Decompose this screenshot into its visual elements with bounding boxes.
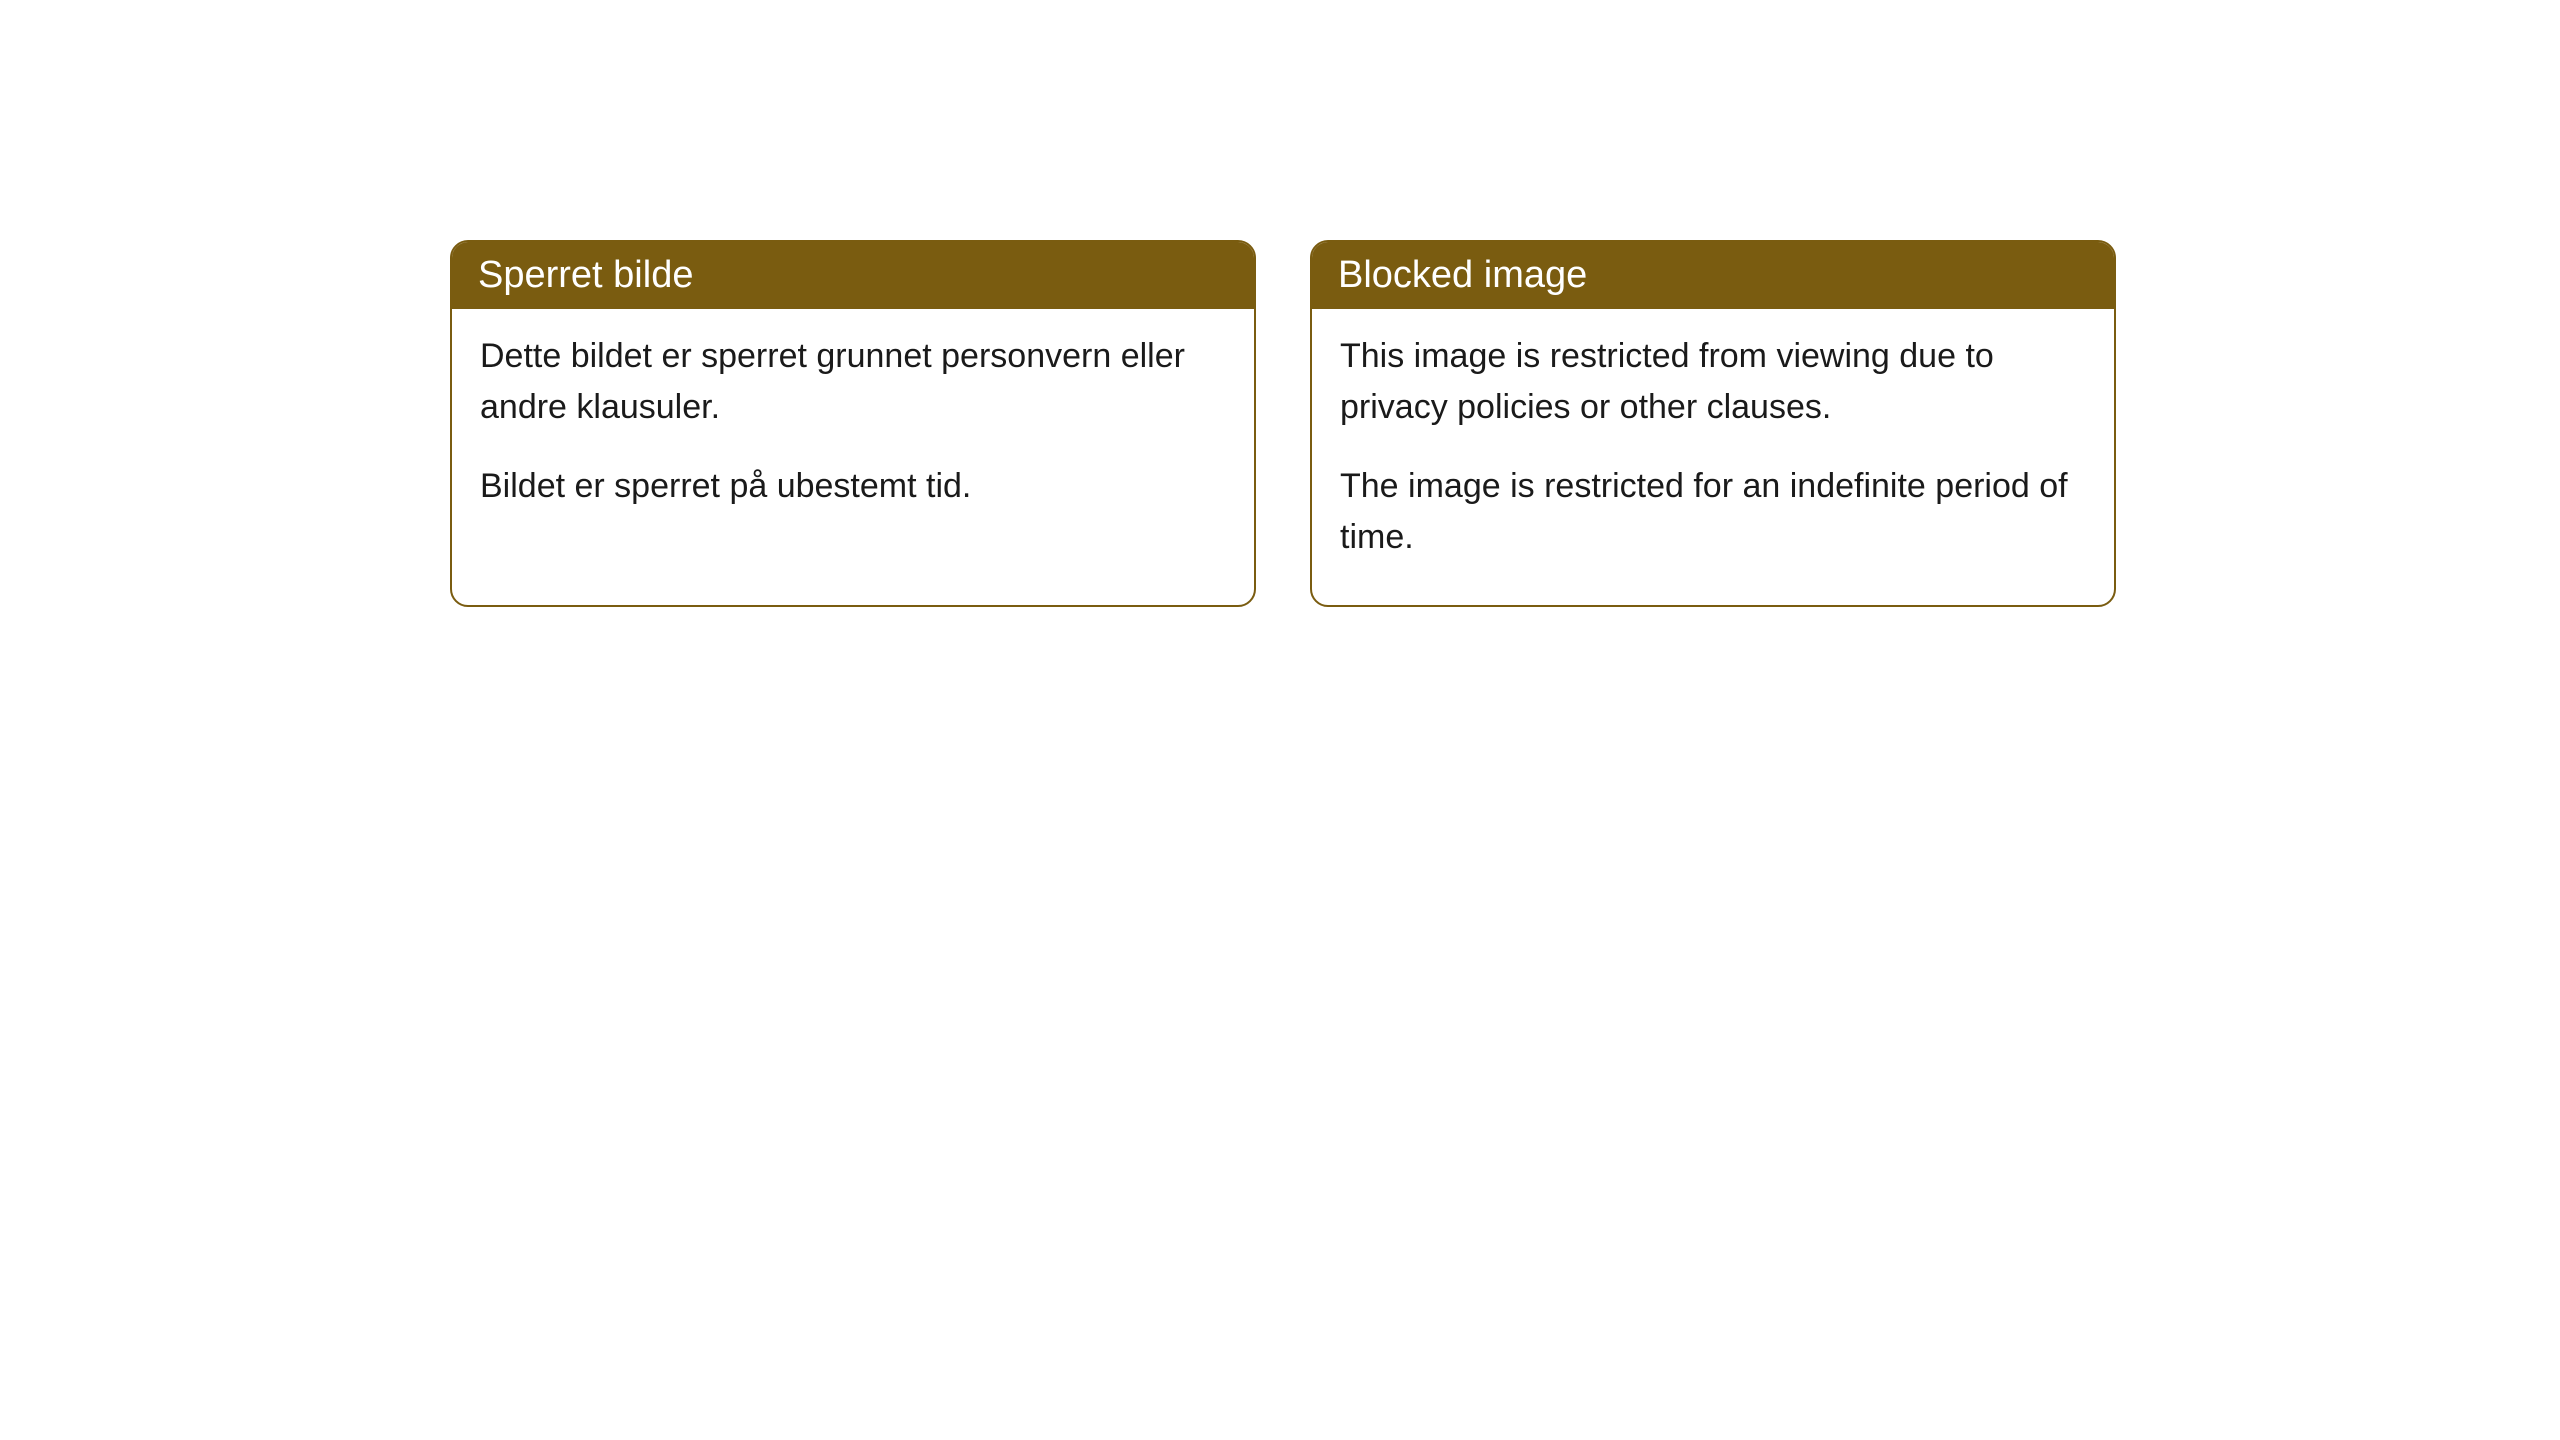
card-body-norwegian: Dette bildet er sperret grunnet personve… bbox=[452, 309, 1254, 554]
card-text-english-1: This image is restricted from viewing du… bbox=[1340, 331, 2086, 433]
card-header-english: Blocked image bbox=[1312, 242, 2114, 309]
card-text-english-2: The image is restricted for an indefinit… bbox=[1340, 461, 2086, 563]
card-text-norwegian-1: Dette bildet er sperret grunnet personve… bbox=[480, 331, 1226, 433]
card-body-english: This image is restricted from viewing du… bbox=[1312, 309, 2114, 605]
cards-container: Sperret bilde Dette bildet er sperret gr… bbox=[450, 240, 2116, 607]
card-text-norwegian-2: Bildet er sperret på ubestemt tid. bbox=[480, 461, 1226, 512]
card-english: Blocked image This image is restricted f… bbox=[1310, 240, 2116, 607]
card-header-norwegian: Sperret bilde bbox=[452, 242, 1254, 309]
card-norwegian: Sperret bilde Dette bildet er sperret gr… bbox=[450, 240, 1256, 607]
